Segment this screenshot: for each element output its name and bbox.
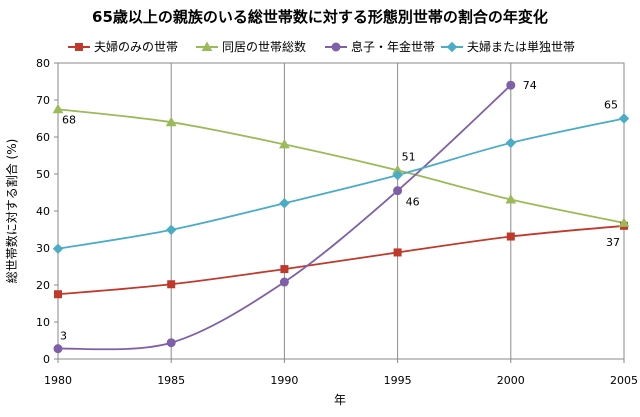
legend-label: 同居の世帯総数 <box>222 39 306 54</box>
y-tick-label: 40 <box>36 205 50 218</box>
data-point-series-0 <box>393 248 402 257</box>
data-label: 65 <box>604 99 618 112</box>
data-label: 46 <box>406 196 420 209</box>
series-line-1 <box>57 108 625 224</box>
data-label: 3 <box>60 330 67 343</box>
data-point-series-3 <box>392 169 403 181</box>
plot-area <box>57 62 625 360</box>
data-point-series-1 <box>52 103 64 114</box>
x-tick-label: 2005 <box>610 374 638 387</box>
data-point-series-1 <box>505 194 517 204</box>
data-point-series-2 <box>53 344 63 354</box>
data-point-series-2 <box>279 277 289 287</box>
gridlines <box>170 63 512 359</box>
data-point-series-3 <box>165 224 177 236</box>
y-axis-label: 総世帯数に対する割合 (%) <box>4 139 19 284</box>
x-tick-label: 1990 <box>270 374 298 387</box>
series-markers <box>52 80 630 354</box>
data-labels: 68 3 51 46 74 65 37 <box>60 79 620 342</box>
data-point-series-3 <box>52 243 64 254</box>
data-point-series-2 <box>506 80 516 90</box>
legend-swatch-marker <box>331 42 341 52</box>
data-point-series-2 <box>393 186 403 196</box>
y-tick-label: 50 <box>36 168 50 181</box>
data-point-series-0 <box>506 232 515 241</box>
data-point-series-2 <box>166 338 176 348</box>
legend-swatch-marker <box>75 43 83 51</box>
data-point-series-1 <box>165 116 177 127</box>
data-label: 51 <box>402 150 416 163</box>
legend-label: 夫婦のみの世帯 <box>94 39 178 54</box>
data-point-series-0 <box>280 265 289 274</box>
data-point-series-3 <box>279 198 290 209</box>
x-tick-label: 1980 <box>44 374 72 387</box>
series-line-2 <box>57 84 512 351</box>
data-point-series-1 <box>279 138 290 149</box>
data-label: 74 <box>523 79 537 92</box>
data-point-series-1 <box>618 217 630 227</box>
y-tick-label: 60 <box>36 131 50 144</box>
y-tick-label: 10 <box>36 316 50 329</box>
y-tick-label: 20 <box>36 279 50 292</box>
x-tick-label: 2000 <box>497 374 525 387</box>
data-point-series-0 <box>167 280 176 289</box>
y-tick-label: 0 <box>43 353 50 366</box>
y-tick-label: 30 <box>36 242 50 255</box>
data-label: 68 <box>62 113 76 126</box>
y-tick-label: 70 <box>36 94 50 107</box>
y-tick-label: 80 <box>36 57 50 70</box>
legend-swatch-marker <box>446 41 458 53</box>
y-axis-ticks: 0 10 20 30 40 50 60 70 80 <box>36 57 58 366</box>
series-line-0 <box>57 224 625 296</box>
series-line-3 <box>57 117 625 250</box>
legend-swatch-marker <box>201 41 213 51</box>
data-point-series-3 <box>618 113 630 124</box>
data-point-series-3 <box>505 137 517 149</box>
x-axis-label: 年 <box>334 393 346 407</box>
legend-label: 息子・年金世帯 <box>351 39 435 54</box>
x-axis-ticks: 1980 1985 1990 1995 2000 2005 <box>44 359 638 387</box>
series-lines <box>57 84 625 351</box>
data-label: 37 <box>606 236 620 249</box>
x-tick-label: 1995 <box>384 374 412 387</box>
data-point-series-0 <box>54 290 62 299</box>
legend-label: 夫婦または単独世帯 <box>467 39 575 54</box>
x-tick-label: 1985 <box>157 374 185 387</box>
legend: 夫婦のみの世帯 同居の世帯総数 息子・年金世帯 夫婦または単独世帯 <box>68 39 575 54</box>
chart-title: 65歳以上の親族のいる総世帯数に対する形態別世帯の割合の年変化 <box>92 8 548 26</box>
